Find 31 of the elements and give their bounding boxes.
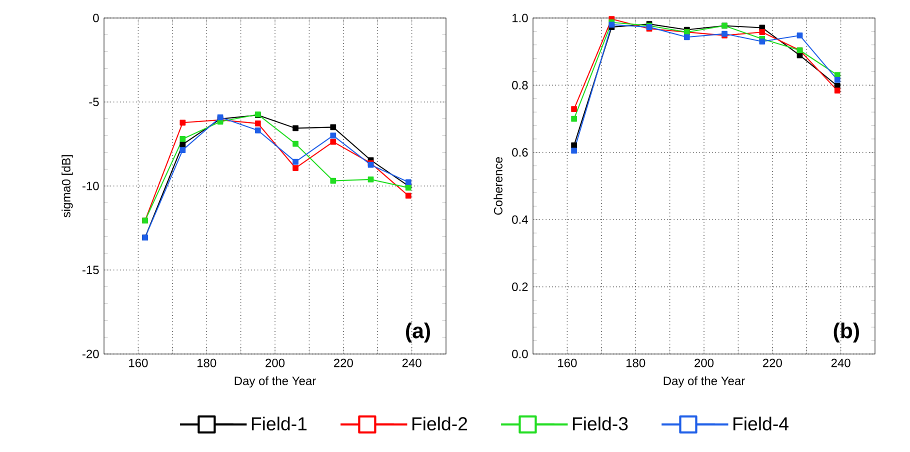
y-tick-label: 0.4 [512,215,528,224]
legend-label: Field-2 [412,416,468,430]
x-tick-label: 160 [558,358,577,368]
y-tick-label: 0.0 [512,350,528,358]
y-tick-label: 0.6 [512,148,528,157]
y-tick-label: -5 [89,98,99,106]
legend-label: Field-4 [734,416,788,430]
x-axis-title: Day of the Year [234,376,316,388]
x-tick-label: 180 [626,358,646,368]
y-tick-label: 0.8 [512,80,528,90]
x-tick-label: 220 [334,358,353,368]
x-tick-label: 240 [402,358,422,368]
y-tick-label: -15 [82,266,99,274]
x-tick-label: 160 [129,358,148,368]
x-tick-label: 200 [694,358,714,368]
y-tick-label: -10 [82,182,99,190]
legend-label: Field-3 [572,416,628,430]
y-tick-label: 0.2 [512,282,528,292]
y-axis-title: Coherence [494,157,502,215]
x-tick-label: 180 [198,358,216,368]
y-axis-title: sigma0 [dB] [62,155,73,218]
x-tick-label: 200 [266,358,285,368]
x-tick-label: 240 [831,358,850,368]
annotation: (b) [834,322,859,343]
y-tick-label: -20 [82,350,99,358]
annotation: (a) [406,322,430,343]
x-tick-label: 220 [762,358,782,368]
legend-label: Field-1 [252,416,307,430]
x-axis-title: Day of the Year [664,376,745,388]
y-tick-label: 0 [93,14,99,22]
y-tick-label: 1.0 [512,14,528,22]
